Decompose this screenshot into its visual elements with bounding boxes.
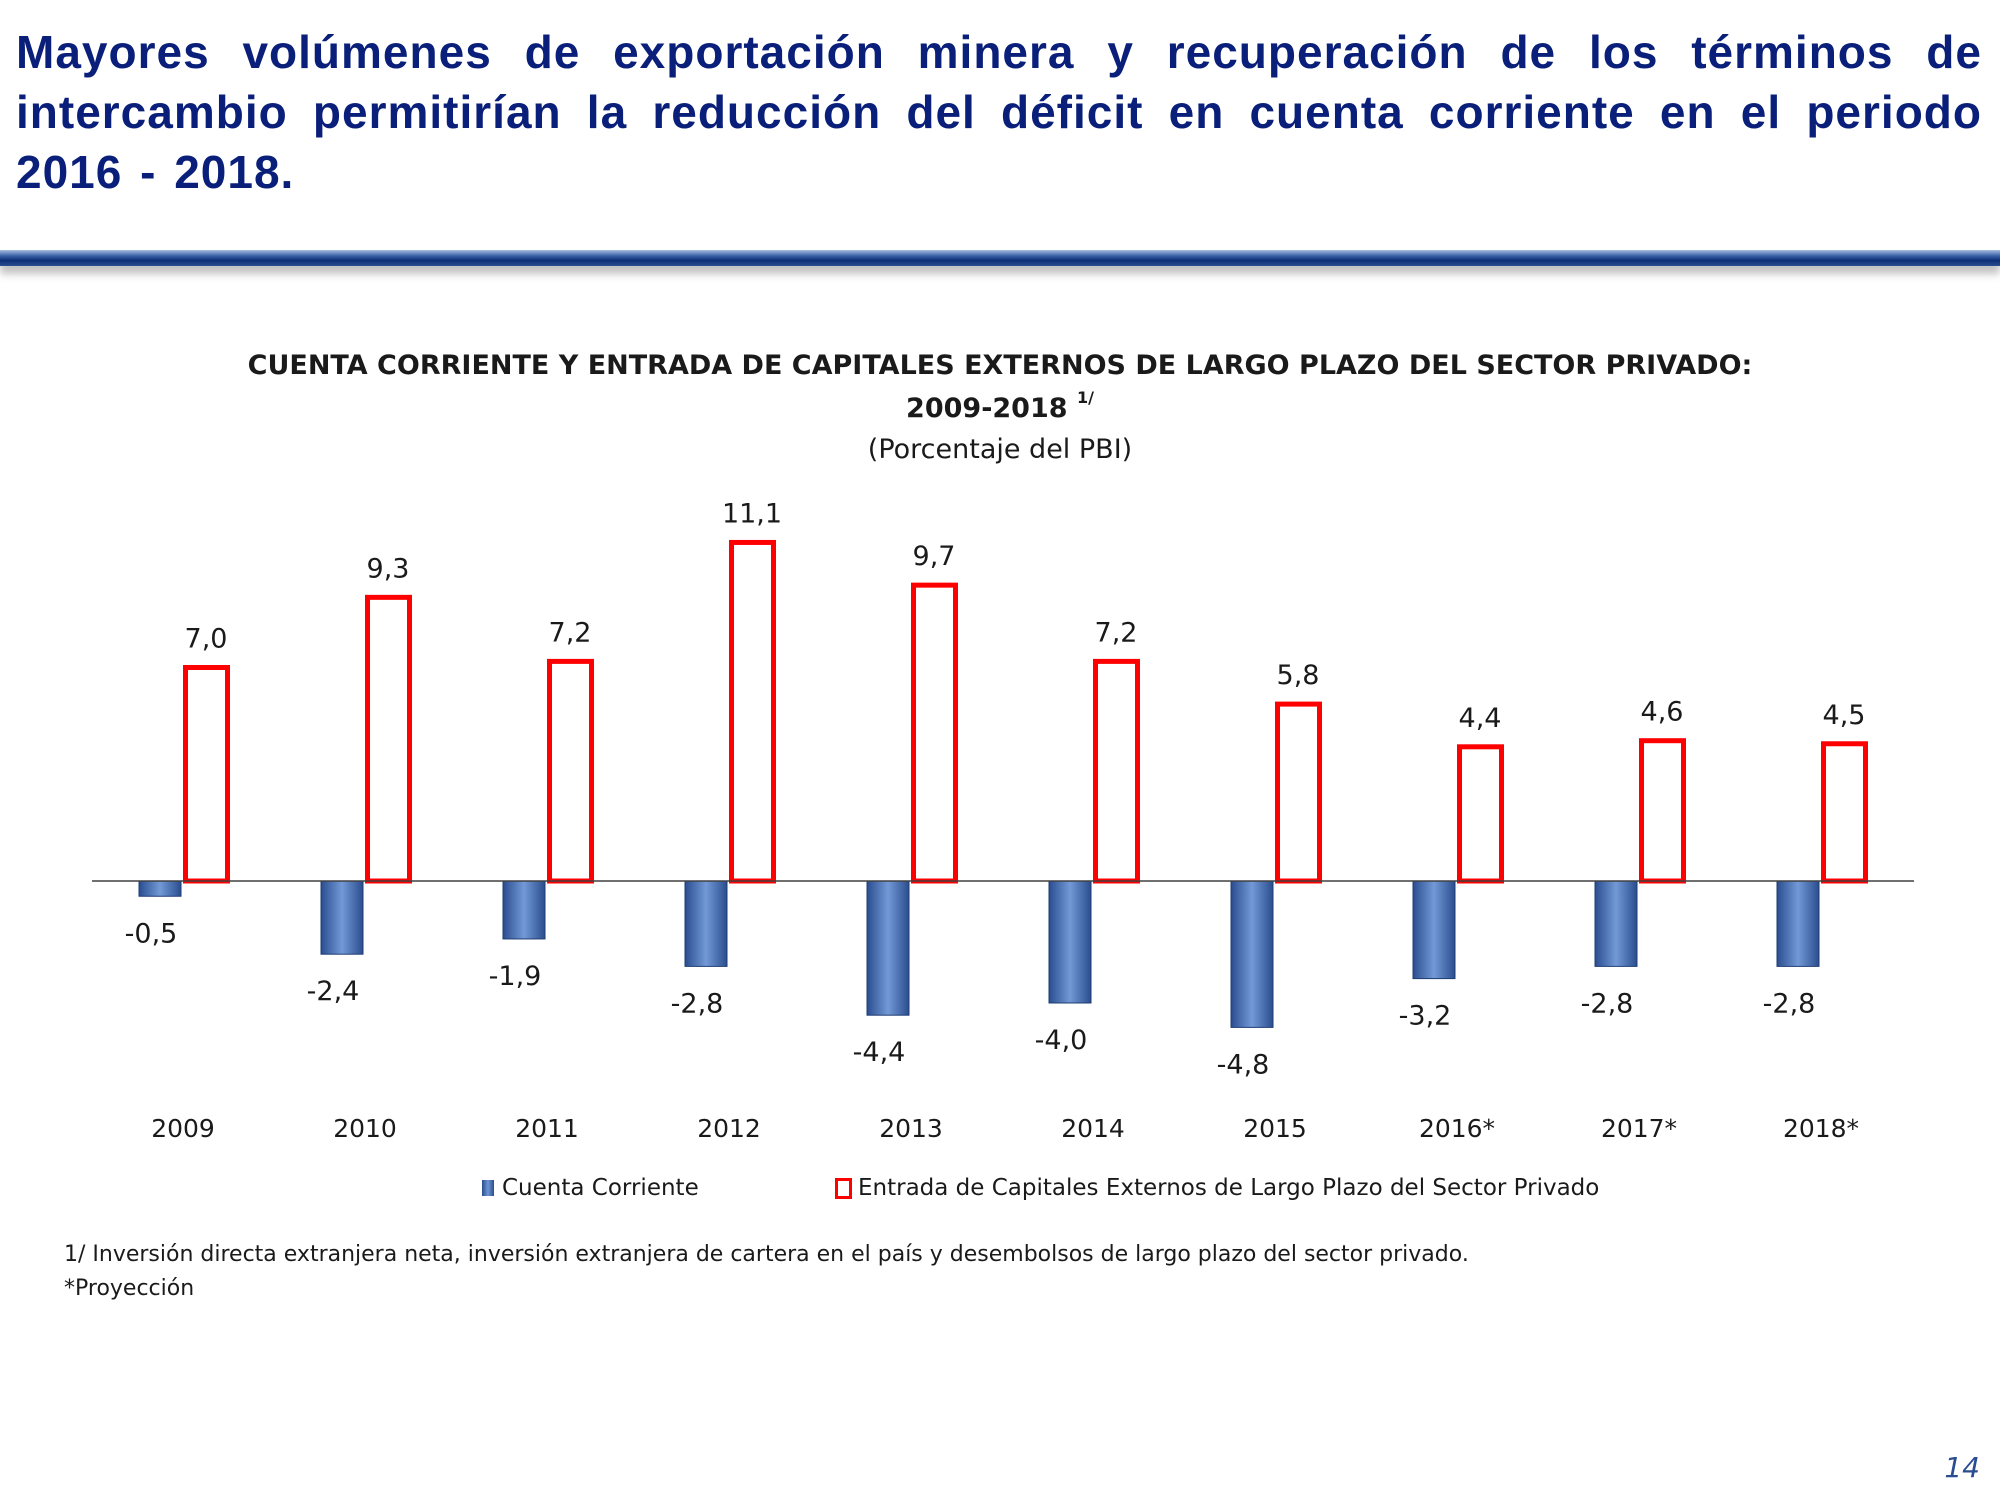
chart-title-years: 2009-2018 1/	[0, 388, 2000, 424]
bar-entrada-capitales-2010	[365, 594, 412, 884]
x-tick-label-2014: 2014	[1061, 1114, 1125, 1143]
page-number: 14	[1944, 1451, 1980, 1484]
value-label-entrada-capitales-2015: 5,8	[1277, 660, 1320, 691]
x-tick-label-2009: 2009	[151, 1114, 215, 1143]
value-label-cuenta-corriente-2017-proj: -2,8	[1581, 988, 1634, 1019]
bar-entrada-capitales-2013	[911, 582, 958, 884]
header-divider	[0, 250, 2000, 266]
bars-group	[138, 539, 1868, 1028]
value-label-cuenta-corriente-2018-proj: -2,8	[1763, 988, 1816, 1019]
bar-entrada-capitales-2017-proj	[1639, 738, 1686, 884]
value-label-entrada-capitales-2017-proj: 4,6	[1641, 697, 1684, 728]
bar-cuenta-corriente-2010	[320, 880, 364, 955]
value-label-cuenta-corriente-2014: -4,0	[1035, 1025, 1088, 1056]
chart-title-note-marker: 1/	[1076, 388, 1094, 407]
footnote-projection: *Proyección	[64, 1276, 195, 1301]
legend-item-cuenta-corriente: Cuenta Corriente	[482, 1175, 699, 1201]
chart-title-years-text: 2009-2018	[906, 393, 1068, 424]
labels-group: -0,5 7,0 2009 -2,4 9,3 2010 -1,9 7,2 2011 -2,8 11,…	[125, 498, 1866, 1143]
bar-cuenta-corriente-2018-proj	[1776, 880, 1820, 967]
value-label-entrada-capitales-2009: 7,0	[185, 624, 228, 655]
chart-title: CUENTA CORRIENTE Y ENTRADA DE CAPITALES …	[247, 350, 1753, 381]
bar-cuenta-corriente-2009	[138, 880, 182, 897]
bar-entrada-capitales-2011	[547, 658, 594, 884]
chart-legend: Cuenta Corriente Entrada de Capitales Ex…	[0, 1175, 2000, 1209]
value-label-cuenta-corriente-2012: -2,8	[671, 988, 724, 1019]
legend-item-entrada-capitales: Entrada de Capitales Externos de Largo P…	[835, 1175, 1599, 1201]
x-tick-label-2012: 2012	[697, 1114, 761, 1143]
x-tick-label-2017-proj: 2017*	[1601, 1114, 1677, 1143]
value-label-entrada-capitales-2014: 7,2	[1095, 617, 1138, 648]
value-label-entrada-capitales-2018-proj: 4,5	[1823, 700, 1866, 731]
chart-subtitle: (Porcentaje del PBI)	[867, 434, 1133, 465]
legend-swatch-blue	[482, 1180, 494, 1196]
value-label-entrada-capitales-2010: 9,3	[367, 553, 410, 584]
value-label-entrada-capitales-2011: 7,2	[549, 617, 592, 648]
x-tick-label-2016-proj: 2016*	[1419, 1114, 1495, 1143]
footnote-definition: 1/ Inversión directa extranjera neta, in…	[64, 1242, 1469, 1267]
bar-entrada-capitales-2009	[183, 665, 230, 884]
slide-headline: Mayores volúmenes de exportación minera …	[16, 26, 1982, 198]
bar-cuenta-corriente-2012	[684, 880, 728, 967]
bar-chart: -0,5 7,0 2009 -2,4 9,3 2010 -1,9 7,2 2011 -2,8 11,…	[92, 498, 1914, 1143]
value-label-entrada-capitales-2013: 9,7	[913, 541, 956, 572]
bar-entrada-capitales-2014	[1093, 658, 1140, 884]
legend-swatch-red	[835, 1177, 852, 1199]
bar-cuenta-corriente-2011	[502, 880, 546, 940]
bar-entrada-capitales-2012	[729, 539, 776, 884]
bar-cuenta-corriente-2014	[1048, 880, 1092, 1004]
bar-entrada-capitales-2016-proj	[1457, 744, 1504, 884]
value-label-cuenta-corriente-2011: -1,9	[489, 961, 542, 992]
x-tick-label-2011: 2011	[515, 1114, 579, 1143]
value-label-entrada-capitales-2016-proj: 4,4	[1459, 703, 1502, 734]
value-label-cuenta-corriente-2015: -4,8	[1217, 1049, 1270, 1080]
bar-cuenta-corriente-2015	[1230, 880, 1274, 1028]
legend-label-cuenta-corriente: Cuenta Corriente	[502, 1175, 699, 1201]
bar-cuenta-corriente-2016-proj	[1412, 880, 1456, 980]
x-tick-label-2015: 2015	[1243, 1114, 1307, 1143]
bar-cuenta-corriente-2013	[866, 880, 910, 1016]
value-label-cuenta-corriente-2016-proj: -3,2	[1399, 1001, 1452, 1032]
bar-entrada-capitales-2018-proj	[1821, 741, 1868, 884]
value-label-entrada-capitales-2012: 11,1	[722, 498, 782, 529]
x-tick-label-2013: 2013	[879, 1114, 943, 1143]
value-label-cuenta-corriente-2009: -0,5	[125, 918, 178, 949]
x-tick-label-2018-proj: 2018*	[1783, 1114, 1859, 1143]
bar-cuenta-corriente-2017-proj	[1594, 880, 1638, 967]
x-tick-label-2010: 2010	[333, 1114, 397, 1143]
bar-entrada-capitales-2015	[1275, 701, 1322, 884]
value-label-cuenta-corriente-2013: -4,4	[853, 1037, 906, 1068]
value-label-cuenta-corriente-2010: -2,4	[307, 976, 360, 1007]
legend-label-entrada-capitales: Entrada de Capitales Externos de Largo P…	[858, 1175, 1600, 1201]
